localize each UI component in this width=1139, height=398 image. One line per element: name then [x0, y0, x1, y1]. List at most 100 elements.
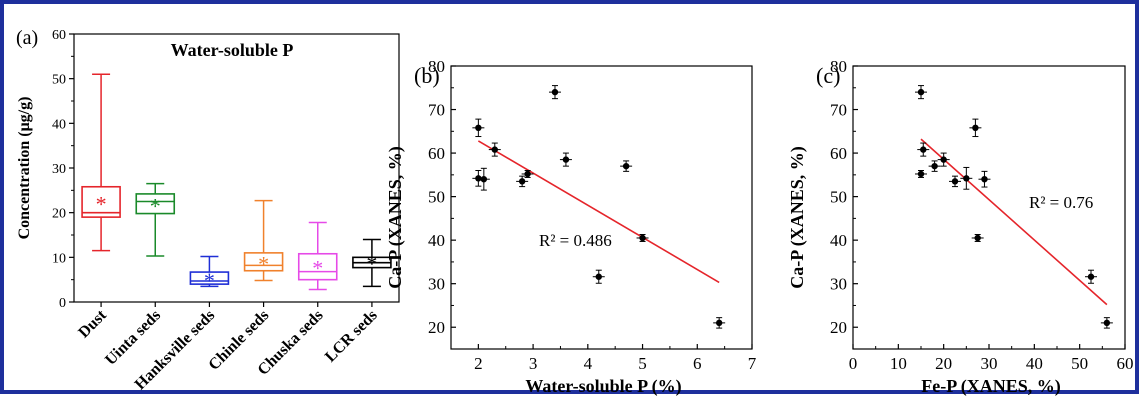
- box-dust: *: [81, 73, 121, 252]
- x-tick-label-b: 4: [584, 354, 593, 373]
- data-point-b: [636, 233, 649, 242]
- y-tick-label-a: 20: [52, 207, 66, 222]
- point-marker: [951, 178, 959, 185]
- x-tick-label-b: 5: [638, 354, 647, 373]
- y-tick-label-b: 80: [428, 57, 445, 76]
- y-tick-label-b: 50: [428, 188, 445, 207]
- data-point-c: [915, 169, 927, 178]
- box-iqr: [135, 193, 176, 215]
- x-category-label-a: Dust: [75, 306, 110, 341]
- point-marker: [963, 175, 970, 182]
- x-tick-label-b: 6: [693, 354, 702, 373]
- data-point-c: [915, 85, 927, 100]
- y-tick-label-b: 30: [428, 275, 445, 294]
- y-tick-label-b: 40: [428, 231, 445, 250]
- x-tick-label-b: 2: [474, 354, 483, 373]
- box-hanksville-seds: *: [189, 255, 230, 293]
- box-iqr: [243, 252, 284, 272]
- fit-line-b: [477, 140, 720, 284]
- x-tick-label-b: 7: [748, 354, 757, 373]
- point-marker: [940, 156, 947, 163]
- point-marker: [920, 146, 927, 153]
- point-marker: [981, 176, 988, 183]
- x-axis-label-c: Fe-P (XANES, %): [921, 376, 1060, 397]
- point-marker: [551, 88, 559, 96]
- data-point-b: [516, 175, 529, 188]
- data-point-c: [1085, 269, 1097, 284]
- x-tick-label-c: 50: [1071, 354, 1088, 373]
- data-point-c: [969, 118, 982, 138]
- data-point-c: [1100, 317, 1113, 329]
- data-point-b: [488, 142, 501, 157]
- data-point-b: [713, 317, 726, 329]
- box-mean-marker: *: [204, 268, 215, 293]
- data-point-b: [620, 160, 633, 172]
- point-marker: [972, 124, 979, 132]
- data-point-c: [937, 152, 950, 167]
- y-tick-label-c: 80: [830, 57, 847, 76]
- data-point-c: [978, 170, 991, 188]
- y-tick-label-a: 50: [52, 73, 66, 88]
- point-marker: [917, 170, 925, 178]
- y-tick-label-c: 20: [830, 318, 847, 337]
- box-lcr-seds: *: [352, 238, 392, 288]
- y-axis-label-c: Ca-P (XANES, %): [787, 146, 808, 289]
- r-squared-annotation-b: R² = 0.486: [539, 231, 612, 250]
- y-tick-label-b: 20: [428, 318, 445, 337]
- panel-label-c: (c): [816, 63, 840, 88]
- point-marker: [475, 124, 482, 132]
- point-marker: [1103, 319, 1111, 327]
- x-category-label-a: LCR seds: [322, 307, 381, 366]
- axes-frame-a: [73, 33, 400, 303]
- point-marker: [524, 170, 531, 178]
- box-mean-marker: *: [312, 256, 323, 281]
- data-point-b: [592, 269, 605, 284]
- y-axis-label-a: Concentration (μg/g): [16, 97, 33, 240]
- y-tick-label-a: 0: [59, 296, 66, 311]
- fit-line-c: [920, 138, 1108, 306]
- data-point-c: [917, 142, 930, 157]
- panel-label-a: (a): [16, 27, 38, 49]
- box-mean-marker: *: [258, 252, 269, 277]
- data-point-c: [960, 166, 973, 190]
- data-point-b: [477, 167, 490, 191]
- x-tick-label-c: 10: [890, 354, 907, 373]
- data-point-c: [928, 160, 941, 172]
- x-tick-label-b: 3: [529, 354, 538, 373]
- y-tick-label-c: 70: [830, 101, 847, 120]
- chart-title-a: Water-soluble P: [171, 40, 294, 60]
- point-marker: [475, 175, 482, 182]
- y-tick-label-c: 60: [830, 144, 847, 163]
- box-mean-marker: *: [96, 191, 107, 216]
- point-marker: [595, 273, 602, 280]
- data-point-b: [559, 152, 572, 167]
- data-point-c: [971, 233, 984, 242]
- point-marker: [622, 162, 630, 170]
- point-marker: [491, 146, 498, 153]
- point-marker: [562, 156, 570, 163]
- figure-canvas: (a) Water-soluble P Concentration (μg/g) 0 1…: [16, 27, 1134, 397]
- x-tick-label-c: 60: [1117, 354, 1134, 373]
- data-point-b: [521, 169, 534, 178]
- point-marker: [1087, 273, 1095, 280]
- data-point-b: [548, 85, 561, 100]
- box-chuska-seds: *: [297, 221, 338, 291]
- x-axis-label-b: Water-soluble P (%): [525, 376, 681, 397]
- box-mean-marker: *: [150, 194, 161, 219]
- box-chinle-seds: *: [243, 199, 284, 282]
- point-marker: [639, 234, 646, 242]
- y-tick-label-a: 40: [52, 117, 66, 132]
- y-tick-label-b: 60: [428, 144, 445, 163]
- r-squared-annotation-c: R² = 0.76: [1029, 193, 1093, 212]
- x-tick-label-c: 40: [1026, 354, 1043, 373]
- y-tick-label-b: 70: [428, 101, 445, 120]
- data-point-c: [949, 175, 961, 188]
- y-tick-label-a: 30: [52, 162, 66, 177]
- box-mean-marker: *: [366, 251, 377, 276]
- panel-label-b: (b): [414, 63, 440, 88]
- point-marker: [931, 162, 938, 170]
- y-tick-label-a: 60: [52, 28, 66, 43]
- x-tick-label-c: 20: [935, 354, 952, 373]
- x-tick-label-c: 30: [981, 354, 998, 373]
